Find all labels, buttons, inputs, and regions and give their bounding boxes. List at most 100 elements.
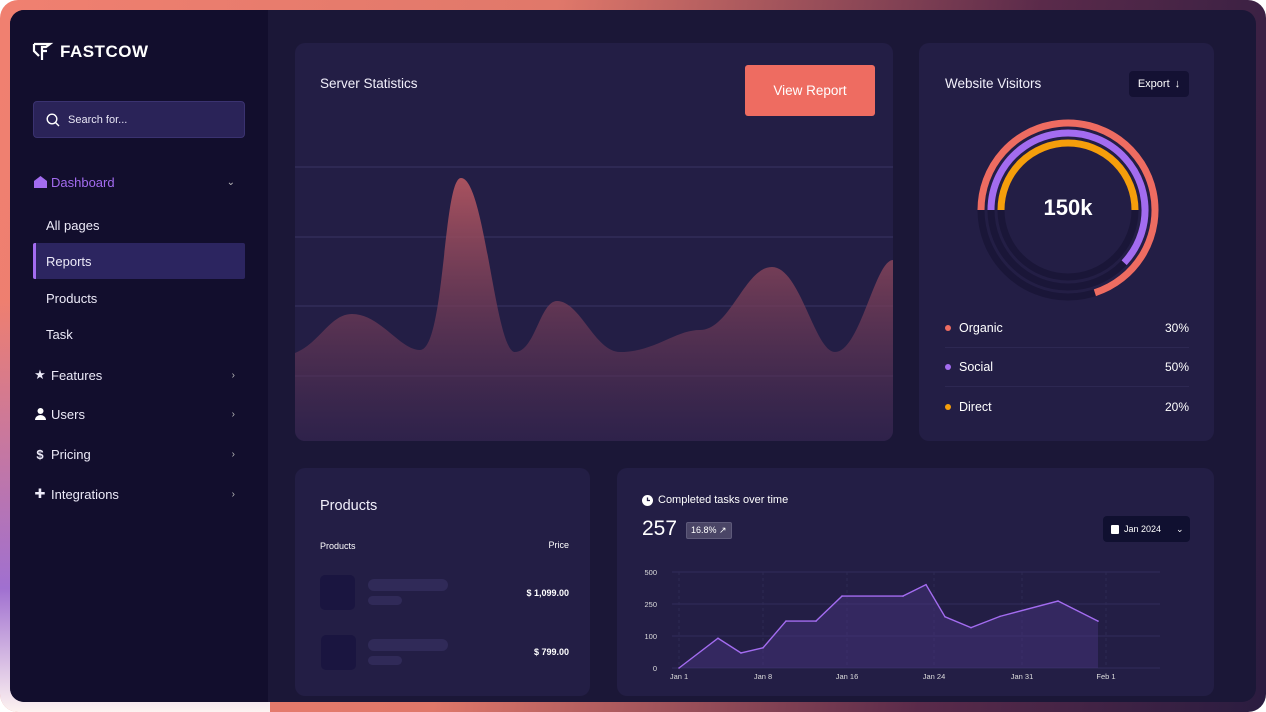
logo: FASTCOW (32, 42, 149, 62)
x-tick-label: Jan 24 (923, 672, 946, 681)
legend-label: Direct (959, 399, 992, 414)
arrow-down-icon: ↓ (1174, 78, 1181, 90)
ring-organic (977, 119, 1159, 297)
sidebar-item-label: Users (51, 406, 85, 422)
data-point (815, 620, 817, 622)
visitors-ring-chart (977, 119, 1159, 301)
star-icon: ★ (34, 367, 46, 382)
sidebar-item-reports[interactable]: Reports (33, 243, 245, 279)
sidebar-item-label: All pages (46, 217, 100, 233)
chevron-right-icon: › (231, 369, 235, 381)
data-point (841, 595, 843, 597)
server-statistics-card: Server Statistics View Report (295, 43, 893, 441)
data-point (762, 647, 764, 649)
sidebar-item-users[interactable]: Users › (33, 396, 245, 432)
visitors-total: 150k (1043, 195, 1093, 220)
tasks-area-chart: 0 100 250 500 Jan 1 Jan 8 Jan 16 Jan 24 Jan 31 Fe… (644, 568, 1160, 681)
sidebar-item-integrations[interactable]: ✚ Integrations › (33, 476, 245, 512)
area-fill (679, 584, 1098, 668)
sidebar-item-pricing[interactable]: $ Pricing › (33, 436, 245, 472)
product-price: $ 1,099.00 (526, 588, 569, 598)
y-tick-label: 500 (644, 568, 657, 577)
search-icon (46, 112, 60, 126)
server-wave-area (295, 178, 893, 441)
card-title: Server Statistics (320, 76, 418, 91)
data-point (678, 667, 680, 669)
period-select[interactable]: Jan 2024 ⌄ (1103, 516, 1190, 542)
search-placeholder: Search for... (68, 113, 128, 126)
data-point (944, 616, 946, 618)
data-point (1057, 600, 1059, 602)
sidebar-item-label: Integrations (51, 486, 119, 502)
chevron-right-icon: › (231, 408, 235, 420)
sidebar-item-features[interactable]: ★ Features › (33, 357, 245, 393)
data-point (717, 637, 719, 640)
y-tick-label: 0 (653, 664, 657, 673)
data-point (902, 595, 904, 597)
card-title: Website Visitors (945, 76, 1042, 91)
sidebar-item-all-pages[interactable]: All pages (33, 207, 245, 243)
chevron-down-icon: ⌄ (1176, 523, 1184, 534)
card-title: Products (320, 498, 378, 514)
chevron-down-icon: ⌄ (226, 176, 235, 188)
data-point (785, 620, 787, 622)
app-window: FASTCOW Search for... Dashboard ⌄ All pag… (10, 10, 1256, 702)
series-line (678, 583, 1099, 669)
search-input[interactable]: Search for... (33, 101, 245, 138)
chevron-right-icon: › (231, 448, 235, 460)
view-report-button[interactable]: View Report (745, 65, 875, 116)
social-dot (945, 364, 951, 370)
x-tick-label: Feb 1 (1096, 672, 1115, 681)
x-tick-label: Jan 31 (1011, 672, 1034, 681)
ring-direct (997, 139, 1139, 211)
sidebar-item-label: Pricing (51, 446, 91, 462)
legend-label: Social (959, 360, 994, 374)
legend-label: Organic (959, 321, 1003, 335)
sidebar-item-products[interactable]: Products (33, 280, 245, 316)
clock-icon (642, 494, 653, 506)
skeleton-line (368, 596, 402, 605)
dollar-icon: $ (36, 446, 44, 462)
legend-organic: Organic 30% (945, 309, 1189, 348)
skeleton-line (368, 656, 402, 665)
data-point (1097, 620, 1099, 622)
home-icon (33, 176, 47, 188)
tasks-title: Completed tasks over time (658, 494, 789, 506)
product-thumbnail (320, 575, 355, 610)
product-thumbnail (321, 635, 356, 670)
y-tick-label: 250 (644, 600, 657, 609)
sidebar: FASTCOW Search for... Dashboard ⌄ All pag… (10, 10, 268, 702)
legend-pct: 30% (1164, 321, 1189, 335)
direct-dot (945, 403, 951, 410)
sidebar-item-task[interactable]: Task (33, 316, 245, 352)
calendar-icon (1111, 524, 1119, 534)
period-label: Jan 2024 (1124, 524, 1162, 534)
data-point (925, 583, 927, 586)
logo-icon (32, 42, 54, 60)
data-point (740, 652, 742, 654)
sidebar-item-label: Dashboard (51, 174, 115, 190)
chevron-right-icon: › (231, 488, 235, 500)
y-tick-label: 100 (644, 632, 657, 641)
col-header-price: Price (548, 540, 569, 550)
legend-pct: 20% (1164, 399, 1189, 414)
sidebar-item-label: Products (46, 290, 98, 306)
x-tick-label: Jan 1 (670, 672, 688, 681)
completed-tasks-card: Completed tasks over time 257 16.8% ↗ Ja… (617, 468, 1214, 696)
card-title: Completed tasks over time (642, 494, 788, 506)
skeleton-line (368, 579, 448, 591)
sidebar-item-label: Features (51, 367, 103, 383)
export-button[interactable]: Export ↓ (1129, 71, 1189, 97)
legend-direct: Direct 20% (945, 387, 1189, 426)
website-visitors-card: Website Visitors Export ↓ 150k Organic 30%… (919, 43, 1214, 441)
legend-pct: 50% (1164, 360, 1189, 374)
skeleton-line (368, 639, 448, 651)
data-point (999, 615, 1001, 618)
user-icon (33, 408, 47, 420)
puzzle-icon: ✚ (34, 486, 46, 501)
x-tick-label: Jan 8 (754, 672, 772, 681)
sidebar-item-dashboard[interactable]: Dashboard ⌄ (33, 164, 245, 200)
sidebar-item-label: Task (46, 326, 73, 342)
product-price: $ 799.00 (533, 647, 569, 657)
export-label: Export (1137, 78, 1170, 90)
